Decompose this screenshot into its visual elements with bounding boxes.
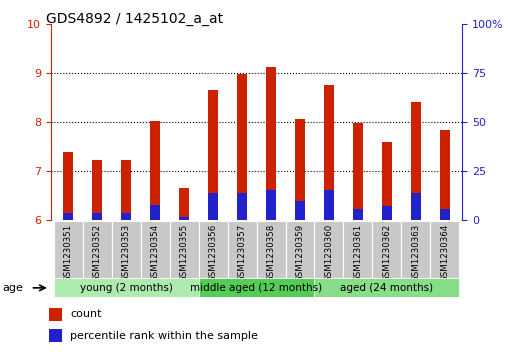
Bar xyxy=(179,188,189,220)
Bar xyxy=(295,201,305,220)
Bar xyxy=(382,142,392,220)
Bar xyxy=(54,278,199,297)
Bar xyxy=(430,221,459,278)
Bar xyxy=(179,217,189,220)
Bar xyxy=(63,152,73,220)
Bar xyxy=(266,67,276,220)
Bar xyxy=(440,209,450,220)
Bar xyxy=(150,205,160,220)
Text: GSM1230359: GSM1230359 xyxy=(296,224,304,282)
Text: count: count xyxy=(70,309,102,319)
Text: GSM1230355: GSM1230355 xyxy=(180,224,188,282)
Bar xyxy=(92,213,102,220)
Text: percentile rank within the sample: percentile rank within the sample xyxy=(70,331,258,341)
Text: GDS4892 / 1425102_a_at: GDS4892 / 1425102_a_at xyxy=(46,12,223,26)
Text: GSM1230356: GSM1230356 xyxy=(209,224,217,282)
Bar xyxy=(199,278,314,297)
Bar xyxy=(49,307,62,321)
Text: GSM1230354: GSM1230354 xyxy=(150,224,160,282)
Bar xyxy=(83,221,112,278)
Text: age: age xyxy=(3,283,23,293)
Bar xyxy=(411,102,421,220)
Bar xyxy=(372,221,401,278)
Bar xyxy=(411,193,421,220)
Text: GSM1230352: GSM1230352 xyxy=(92,224,102,282)
Bar xyxy=(92,160,102,220)
Bar xyxy=(324,190,334,220)
Bar xyxy=(266,190,276,220)
Bar xyxy=(295,119,305,220)
Bar xyxy=(237,74,247,220)
Bar xyxy=(353,123,363,220)
Bar xyxy=(401,221,430,278)
Text: GSM1230362: GSM1230362 xyxy=(383,224,392,282)
Bar xyxy=(208,193,218,220)
Bar xyxy=(285,221,314,278)
Bar xyxy=(382,206,392,220)
Bar xyxy=(63,213,73,220)
Bar xyxy=(324,85,334,220)
Bar xyxy=(121,160,131,220)
Bar xyxy=(112,221,141,278)
Text: young (2 months): young (2 months) xyxy=(80,283,173,293)
Bar xyxy=(170,221,199,278)
Bar xyxy=(314,278,459,297)
Text: GSM1230364: GSM1230364 xyxy=(440,224,450,282)
Bar xyxy=(353,209,363,220)
Bar xyxy=(343,221,372,278)
Bar xyxy=(121,213,131,220)
Bar xyxy=(208,90,218,220)
Bar xyxy=(54,221,83,278)
Bar xyxy=(314,221,343,278)
Text: GSM1230353: GSM1230353 xyxy=(121,224,131,282)
Text: GSM1230358: GSM1230358 xyxy=(267,224,275,282)
Text: GSM1230360: GSM1230360 xyxy=(325,224,333,282)
Bar xyxy=(150,121,160,220)
Bar xyxy=(199,221,228,278)
Bar xyxy=(237,193,247,220)
Bar xyxy=(49,329,62,342)
Text: GSM1230357: GSM1230357 xyxy=(238,224,246,282)
Text: GSM1230351: GSM1230351 xyxy=(64,224,73,282)
Bar xyxy=(141,221,170,278)
Text: GSM1230361: GSM1230361 xyxy=(354,224,363,282)
Bar xyxy=(440,130,450,220)
Text: GSM1230363: GSM1230363 xyxy=(411,224,421,282)
Bar xyxy=(228,221,257,278)
Text: middle aged (12 months): middle aged (12 months) xyxy=(190,283,323,293)
Bar xyxy=(257,221,285,278)
Text: aged (24 months): aged (24 months) xyxy=(340,283,433,293)
